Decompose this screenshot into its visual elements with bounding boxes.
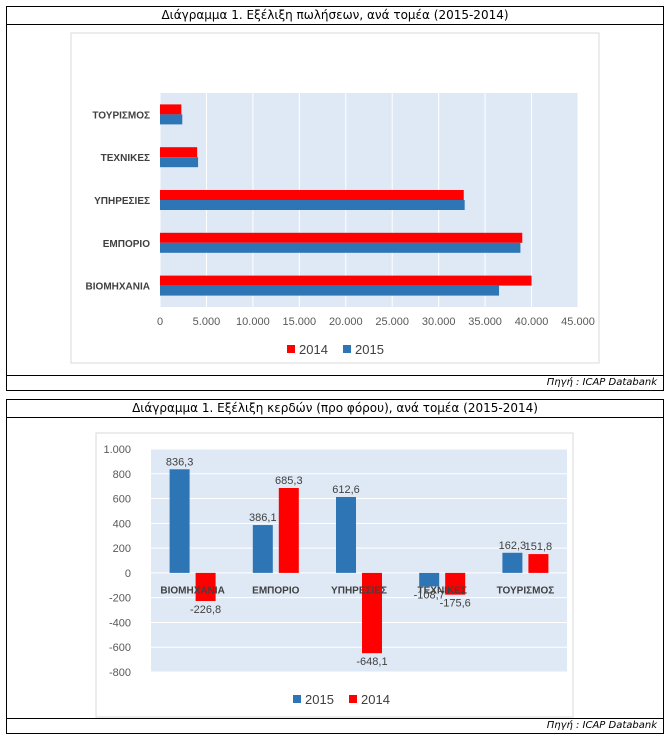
profit-chart: 1.000 800 600 400 200 0 -200 -400 -600 -800 836,3 -… bbox=[95, 432, 574, 718]
category-label: ΤΟΥΡΙΣΜΟΣ bbox=[497, 586, 555, 597]
bar-2014-τεχνικες bbox=[445, 572, 466, 595]
x-tick-label: 25.000 bbox=[375, 316, 409, 328]
profit-chart-source: Πηγή : ICAP Databank bbox=[546, 720, 657, 731]
bar-2014-εμποριο bbox=[160, 232, 523, 243]
data-label-2014-βιομηχανια: -226,8 bbox=[190, 604, 221, 616]
bar-2015-εμποριο bbox=[160, 242, 521, 253]
category-label: ΤΕΧΝΙΚΕΣ bbox=[418, 586, 467, 597]
bar-2015-τεχνικες bbox=[419, 572, 440, 587]
plot-area bbox=[151, 449, 567, 672]
legend-swatch-2015 bbox=[293, 695, 301, 703]
category-label: ΤΕΧΝΙΚΕΣ bbox=[101, 153, 150, 164]
sales-chart: 0 5.000 10.000 15.000 20.000 25.000 30.000 35.0… bbox=[70, 32, 600, 364]
bar-2014-υπηρεσιες bbox=[160, 190, 464, 200]
x-tick-label: 0 bbox=[157, 316, 163, 328]
legend-swatch-2014 bbox=[349, 695, 357, 703]
bar-2014-τουρισμος bbox=[160, 104, 182, 115]
data-label-2014-εμποριο: 685,3 bbox=[275, 475, 303, 487]
bar-2015-εμποριο bbox=[252, 525, 273, 573]
data-label-2015-εμποριο: 386,1 bbox=[249, 512, 277, 524]
x-tick-label: 40.000 bbox=[515, 316, 549, 328]
y-tick-label: -200 bbox=[109, 593, 131, 605]
x-tick-label: 10.000 bbox=[236, 316, 270, 328]
y-tick-label: 600 bbox=[113, 494, 131, 506]
legend-label-2015: 2015 bbox=[305, 692, 334, 707]
y-tick-label: 200 bbox=[113, 543, 131, 555]
bar-2014-υπηρεσιες bbox=[362, 572, 382, 654]
legend-label-2014: 2014 bbox=[361, 692, 390, 707]
category-label: ΒΙΟΜΗΧΑΝΙΑ bbox=[86, 282, 150, 293]
x-tick-label: 30.000 bbox=[422, 316, 456, 328]
x-tick-label: 15.000 bbox=[283, 316, 317, 328]
category-label: ΒΙΟΜΗΧΑΝΙΑ bbox=[160, 586, 224, 597]
y-tick-label: 400 bbox=[113, 518, 131, 530]
data-label-2014-υπηρεσιες: -648,1 bbox=[356, 656, 387, 668]
y-tick-label: -600 bbox=[109, 642, 131, 654]
sales-chart-header: Διάγραμμα 1. Εξέλιξη πωλήσεων, ανά τομέα… bbox=[7, 7, 663, 25]
data-label-2014-τουρισμος: 151,8 bbox=[525, 541, 553, 553]
bar-2015-τουρισμος bbox=[502, 552, 523, 573]
bar-2015-υπηρεσιες bbox=[160, 200, 465, 210]
data-label-2015-υπηρεσιες: 612,6 bbox=[332, 484, 360, 496]
bar-2014-τουρισμος bbox=[528, 554, 549, 573]
profit-chart-header: Διάγραμμα 1. Εξέλιξη κερδών (προ φόρου),… bbox=[7, 400, 663, 418]
category-label: ΕΜΠΟΡΙΟ bbox=[252, 586, 299, 597]
bar-2014-βιομηχανια bbox=[195, 572, 216, 601]
bar-2014-βιομηχανια bbox=[160, 275, 532, 286]
bar-2015-βιομηχανια bbox=[160, 285, 500, 296]
category-label: ΥΠΗΡΕΣΙΕΣ bbox=[94, 196, 150, 207]
bar-2014-εμποριο bbox=[278, 487, 299, 573]
y-tick-label: 800 bbox=[113, 469, 131, 481]
y-tick-label: 0 bbox=[125, 568, 131, 580]
bar-2015-βιομηχανια bbox=[169, 469, 190, 573]
profit-chart-body: 1.000 800 600 400 200 0 -200 -400 -600 -800 836,3 -… bbox=[7, 418, 663, 719]
data-label-2015-τουρισμος: 162,3 bbox=[499, 540, 527, 552]
bar-2014-τεχνικες bbox=[160, 147, 198, 158]
profit-chart-box: Διάγραμμα 1. Εξέλιξη κερδών (προ φόρου),… bbox=[6, 399, 664, 734]
sales-chart-source: Πηγή : ICAP Databank bbox=[546, 377, 657, 388]
bar-2015-τουρισμος bbox=[160, 114, 183, 125]
bar-2015-τεχνικες bbox=[160, 157, 199, 168]
x-tick-label: 20.000 bbox=[329, 316, 363, 328]
data-label-2014-τεχνικες: -175,6 bbox=[440, 598, 471, 610]
legend-label-2014: 2014 bbox=[299, 342, 328, 357]
x-tick-label: 35.000 bbox=[468, 316, 502, 328]
y-tick-label: 1.000 bbox=[103, 444, 131, 456]
bar-2015-υπηρεσιες bbox=[336, 496, 356, 573]
sales-chart-body: 0 5.000 10.000 15.000 20.000 25.000 30.000 35.0… bbox=[7, 25, 663, 376]
legend-swatch-2014 bbox=[287, 345, 295, 353]
legend-swatch-2015 bbox=[343, 345, 351, 353]
sales-chart-box: Διάγραμμα 1. Εξέλιξη πωλήσεων, ανά τομέα… bbox=[6, 6, 664, 391]
y-tick-label: -800 bbox=[109, 667, 131, 679]
data-label-2015-βιομηχανια: 836,3 bbox=[166, 456, 194, 468]
legend-label-2015: 2015 bbox=[355, 342, 384, 357]
data-label-2015-τεχνικες: -108,7 bbox=[414, 589, 445, 601]
x-tick-label: 45.000 bbox=[561, 316, 595, 328]
category-label: ΤΟΥΡΙΣΜΟΣ bbox=[92, 110, 150, 121]
category-label: ΕΜΠΟΡΙΟ bbox=[103, 239, 150, 250]
y-tick-label: -400 bbox=[109, 617, 131, 629]
category-label: ΥΠΗΡΕΣΙΕΣ bbox=[331, 586, 387, 597]
x-tick-label: 5.000 bbox=[193, 316, 221, 328]
